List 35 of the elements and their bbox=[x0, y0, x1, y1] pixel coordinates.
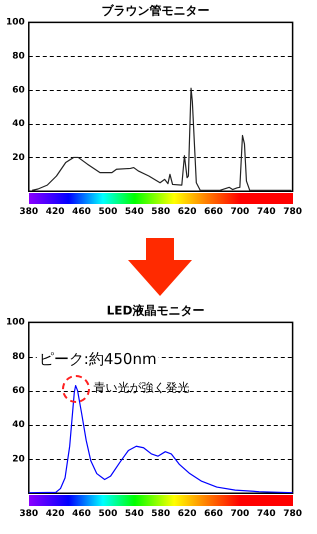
y-tick-label: 60 bbox=[12, 85, 25, 96]
x-tick-label: 460 bbox=[72, 206, 91, 217]
x-tick-label: 700 bbox=[230, 508, 250, 519]
x-tick-label: 420 bbox=[46, 508, 65, 519]
y-tick-label: 20 bbox=[12, 152, 25, 163]
x-tick-label: 740 bbox=[256, 508, 276, 519]
x-tick-label: 380 bbox=[19, 206, 38, 217]
y-tick-label: 20 bbox=[12, 454, 25, 464]
x-tick-label: 620 bbox=[178, 508, 196, 519]
x-tick-label: 580 bbox=[151, 508, 170, 519]
y-tick-label: 100 bbox=[6, 18, 25, 28]
x-tick-label: 500 bbox=[98, 508, 118, 519]
x-tick-label: 660 bbox=[204, 206, 223, 217]
y-tick-label: 60 bbox=[12, 386, 25, 396]
chart-title: ブラウン管モニター bbox=[102, 3, 210, 18]
y-tick-label: 80 bbox=[12, 52, 25, 62]
x-tick-label: 780 bbox=[283, 206, 302, 217]
y-tick-label: 40 bbox=[12, 420, 25, 430]
x-tick-label: 380 bbox=[19, 508, 38, 519]
x-tick-label: 700 bbox=[230, 206, 250, 217]
x-tick-label: 540 bbox=[124, 206, 144, 217]
y-tick-label: 40 bbox=[12, 119, 25, 130]
x-tick-label: 420 bbox=[46, 206, 65, 217]
x-tick-label: 780 bbox=[283, 508, 302, 519]
x-tick-label: 460 bbox=[72, 508, 91, 519]
y-tick-label: 100 bbox=[6, 318, 25, 328]
chart-title: LED液晶モニター bbox=[106, 303, 204, 318]
annotation: ピーク:約450nm bbox=[38, 350, 157, 368]
x-tick-label: 540 bbox=[124, 508, 144, 519]
x-tick-label: 660 bbox=[204, 508, 223, 519]
x-tick-label: 740 bbox=[256, 206, 276, 217]
x-tick-label: 580 bbox=[151, 206, 170, 217]
y-tick-label: 80 bbox=[12, 352, 25, 362]
x-tick-label: 500 bbox=[98, 206, 118, 217]
x-tick-label: 620 bbox=[178, 206, 196, 217]
